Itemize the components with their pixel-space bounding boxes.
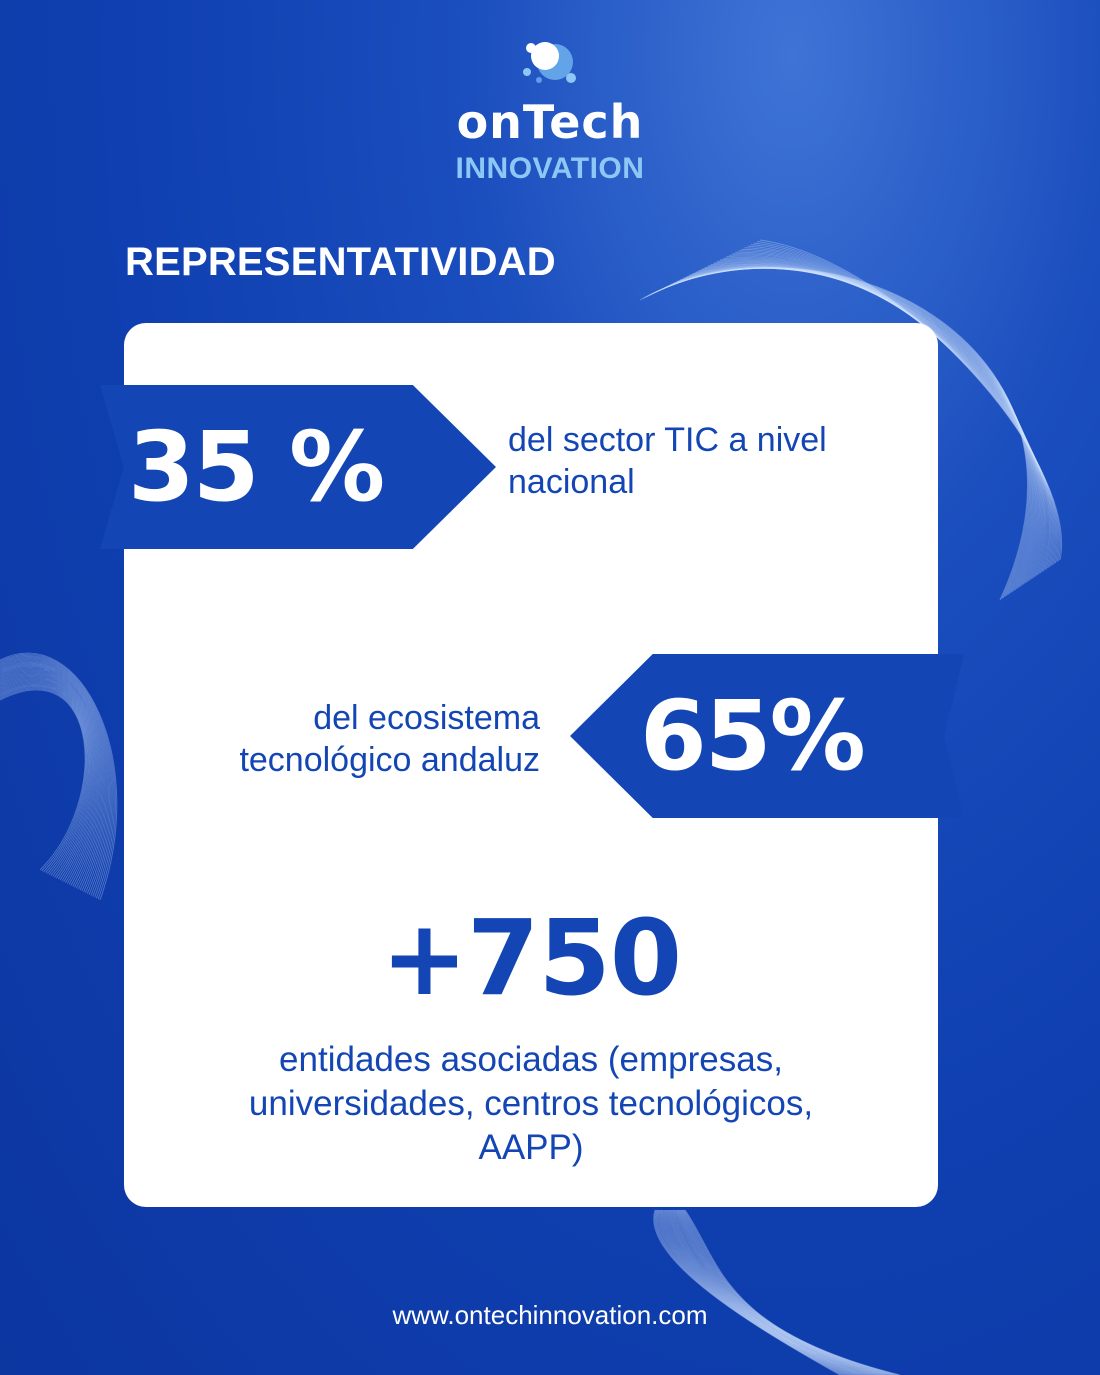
bubbles-logo-icon xyxy=(523,42,576,83)
stat-value-andalusia: 65% xyxy=(640,680,866,792)
brand-logo: onTech INNOVATION xyxy=(0,38,1100,186)
brand-subname: INNOVATION xyxy=(455,152,645,185)
description-line: universidades, centros tecnológicos, xyxy=(248,1084,814,1123)
stat-description-national: del sector TIC a nivel nacional xyxy=(508,419,928,503)
description-line: tecnológico andaluz xyxy=(239,741,540,779)
stat-description-entities: entidades asociadas (empresas, universid… xyxy=(124,1038,938,1170)
description-line: nacional xyxy=(508,463,635,501)
website-link[interactable]: www.ontechinnovation.com xyxy=(392,1300,708,1330)
description-line: entidades asociadas (empresas, xyxy=(279,1040,783,1079)
brand-name: onTech xyxy=(456,95,644,149)
stat-banner-national: 35 % xyxy=(100,385,496,549)
description-line: AAPP) xyxy=(478,1128,584,1167)
stat-banner-andalusia: 65% xyxy=(570,654,964,818)
stat-value-entities: +750 xyxy=(380,897,682,1019)
page-heading: REPRESENTATIVIDAD xyxy=(125,240,556,284)
stat-description-andalusia: del ecosistema tecnológico andaluz xyxy=(140,697,540,781)
description-line: del sector TIC a nivel xyxy=(508,421,827,459)
description-line: del ecosistema xyxy=(313,699,540,737)
stat-value-national: 35 % xyxy=(128,411,385,523)
